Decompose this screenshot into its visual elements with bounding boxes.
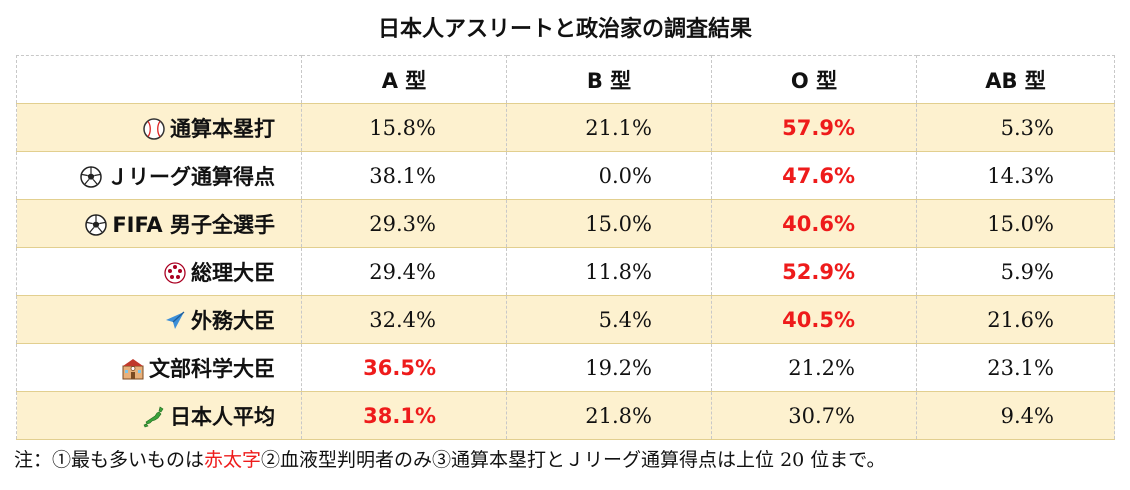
value-type-b: 21.1%	[506, 103, 712, 152]
row-label-text: 総理大臣	[191, 260, 275, 285]
row-label: 通算本塁打	[16, 103, 302, 152]
header-row: A 型 B 型 O 型 AB 型	[16, 55, 1115, 104]
value-type-b: 21.8%	[506, 391, 712, 440]
soccer-ball-icon	[79, 165, 103, 189]
table-row: 文部科学大臣 36.5% 19.2% 21.2% 23.1%	[16, 343, 1115, 392]
value-type-a: 38.1%	[301, 151, 507, 200]
value-type-a: 15.8%	[301, 103, 507, 152]
value-type-b: 0.0%	[506, 151, 712, 200]
airplane-icon	[163, 309, 187, 333]
value-type-ab: 9.4%	[916, 391, 1115, 440]
row-label-text: 外務大臣	[191, 308, 275, 333]
value-type-a: 29.3%	[301, 199, 507, 248]
row-label-text: FIFA 男子全選手	[112, 212, 275, 237]
table-row: 総理大臣 29.4% 11.8% 52.9% 5.9%	[16, 247, 1115, 296]
value-type-ab: 5.3%	[916, 103, 1115, 152]
value-type-ab: 5.9%	[916, 247, 1115, 296]
value-type-ab: 15.0%	[916, 199, 1115, 248]
footnote-suffix: ②血液型判明者のみ③通算本塁打とＪリーグ通算得点は上位 20 位まで。	[261, 449, 886, 471]
row-label: 文部科学大臣	[16, 343, 302, 392]
header-type-ab: AB 型	[916, 55, 1115, 104]
japan-crest-icon	[163, 261, 187, 285]
table-row: 外務大臣 32.4% 5.4% 40.5% 21.6%	[16, 295, 1115, 344]
blood-type-table: A 型 B 型 O 型 AB 型 通算本塁打 15.8% 21.1% 57.9% 5.3…	[16, 55, 1115, 440]
header-type-b: B 型	[506, 55, 712, 104]
row-label-text: 日本人平均	[170, 404, 275, 429]
value-type-a: 36.5%	[301, 343, 507, 392]
school-icon	[121, 357, 145, 381]
row-label: 外務大臣	[16, 295, 302, 344]
value-type-b: 11.8%	[506, 247, 712, 296]
soccer-ball-icon	[84, 213, 108, 237]
row-label-text: Ｊリーグ通算得点	[107, 164, 275, 189]
row-label: 日本人平均	[16, 391, 302, 440]
header-corner	[16, 55, 302, 104]
value-type-o: 30.7%	[711, 391, 917, 440]
table-row: 日本人平均 38.1% 21.8% 30.7% 9.4%	[16, 391, 1115, 440]
value-type-o: 40.6%	[711, 199, 917, 248]
value-type-b: 5.4%	[506, 295, 712, 344]
footnote-emphasis: 赤太字	[204, 449, 262, 471]
value-type-b: 15.0%	[506, 199, 712, 248]
table-row: FIFA 男子全選手 29.3% 15.0% 40.6% 15.0%	[16, 199, 1115, 248]
row-label: FIFA 男子全選手	[16, 199, 302, 248]
row-label-text: 文部科学大臣	[149, 356, 275, 381]
header-type-o: O 型	[711, 55, 917, 104]
value-type-o: 21.2%	[711, 343, 917, 392]
value-type-ab: 21.6%	[916, 295, 1115, 344]
row-label-text: 通算本塁打	[170, 116, 275, 141]
value-type-o: 47.6%	[711, 151, 917, 200]
value-type-o: 40.5%	[711, 295, 917, 344]
row-label: Ｊリーグ通算得点	[16, 151, 302, 200]
table-row: Ｊリーグ通算得点 38.1% 0.0% 47.6% 14.3%	[16, 151, 1115, 200]
value-type-a: 38.1%	[301, 391, 507, 440]
value-type-ab: 14.3%	[916, 151, 1115, 200]
footnote-prefix: 注：①最も多いものは	[14, 449, 205, 471]
value-type-o: 52.9%	[711, 247, 917, 296]
value-type-a: 32.4%	[301, 295, 507, 344]
value-type-b: 19.2%	[506, 343, 712, 392]
japan-map-icon	[142, 405, 166, 429]
value-type-o: 57.9%	[711, 103, 917, 152]
table-row: 通算本塁打 15.8% 21.1% 57.9% 5.3%	[16, 103, 1115, 152]
page-title: 日本人アスリートと政治家の調査結果	[377, 17, 752, 42]
row-label: 総理大臣	[16, 247, 302, 296]
header-type-a: A 型	[301, 55, 507, 104]
footnote: 注：①最も多いものは赤太字②血液型判明者のみ③通算本塁打とＪリーグ通算得点は上位…	[14, 445, 886, 475]
value-type-ab: 23.1%	[916, 343, 1115, 392]
baseball-icon	[142, 117, 166, 141]
value-type-a: 29.4%	[301, 247, 507, 296]
